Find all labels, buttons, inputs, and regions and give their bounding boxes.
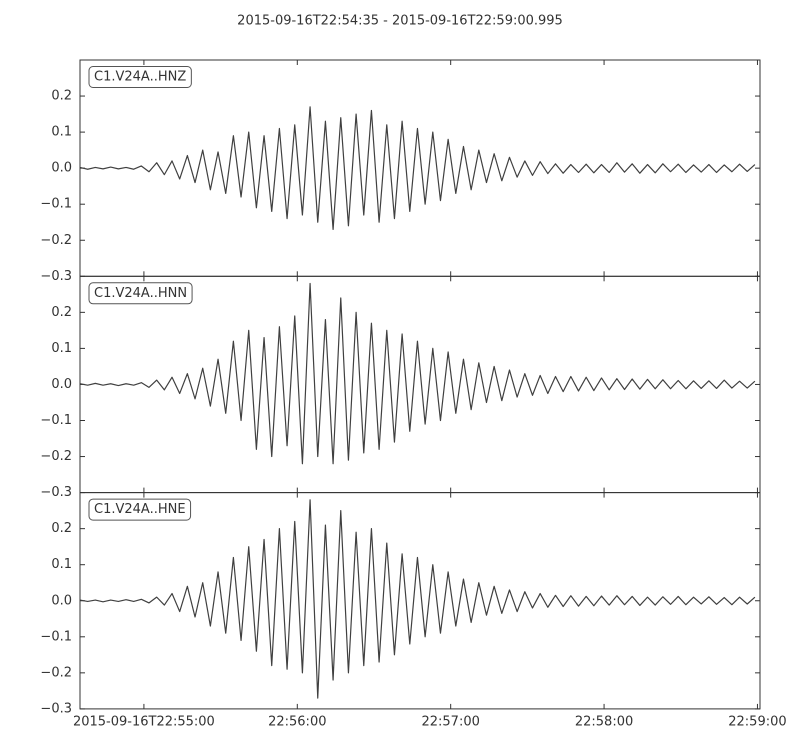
trace-label: C1.V24A..HNZ bbox=[94, 70, 186, 85]
y-tick-label: −0.1 bbox=[40, 629, 72, 644]
y-tick-label: −0.3 bbox=[40, 269, 72, 284]
trace-label-box bbox=[88, 498, 192, 521]
y-tick-label: −0.2 bbox=[40, 233, 72, 248]
x-tick-label: 22:59:00 bbox=[728, 714, 786, 729]
y-tick-label: 0.0 bbox=[51, 593, 72, 608]
y-tick-label: 0.0 bbox=[51, 161, 72, 176]
y-tick-label: 0.2 bbox=[51, 305, 72, 320]
y-tick-label: −0.1 bbox=[40, 197, 72, 212]
panel-frame bbox=[79, 275, 761, 494]
x-tick-label: 22:58:00 bbox=[575, 714, 633, 729]
trace-label-box bbox=[88, 66, 192, 88]
y-tick-label: 0.1 bbox=[51, 341, 72, 356]
y-tick-label: 0.1 bbox=[51, 125, 72, 140]
trace-label-box bbox=[88, 282, 193, 305]
x-tick-label: 2015-09-16T22:55:00 bbox=[73, 714, 215, 729]
x-tick-label: 22:56:00 bbox=[268, 714, 326, 729]
panel-frame bbox=[79, 492, 761, 710]
trace bbox=[80, 282, 756, 465]
y-tick-label: 0.1 bbox=[51, 557, 72, 572]
y-tick-label: −0.2 bbox=[40, 665, 72, 680]
y-tick-label: −0.2 bbox=[40, 449, 72, 464]
y-tick-label: −0.3 bbox=[40, 701, 72, 716]
x-tick-label: 22:57:00 bbox=[421, 714, 479, 729]
y-tick-label: 0.2 bbox=[51, 89, 72, 104]
trace-label: C1.V24A..HNE bbox=[94, 502, 186, 517]
trace-label: C1.V24A..HNN bbox=[94, 286, 187, 301]
trace bbox=[80, 106, 756, 231]
chart-title: 2015-09-16T22:54:35 - 2015-09-16T22:59:0… bbox=[237, 14, 563, 29]
y-tick-label: −0.1 bbox=[40, 413, 72, 428]
y-tick-label: 0.2 bbox=[51, 521, 72, 536]
trace bbox=[80, 499, 756, 699]
panel-frame bbox=[79, 59, 761, 277]
y-tick-label: 0.0 bbox=[51, 377, 72, 392]
y-tick-label: −0.3 bbox=[40, 485, 72, 500]
